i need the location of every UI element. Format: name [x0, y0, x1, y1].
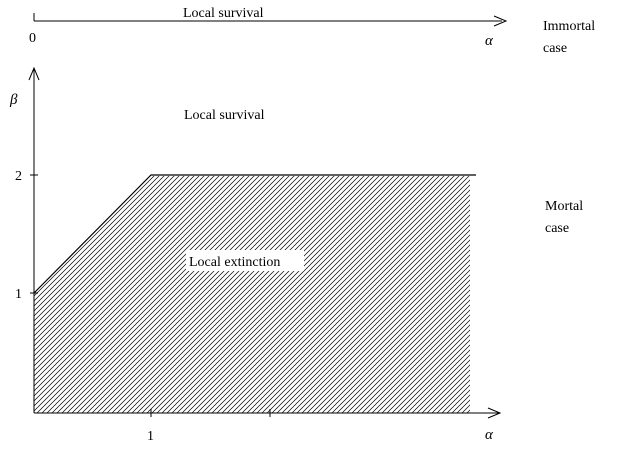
- immortal-alpha-symbol: α: [485, 33, 494, 49]
- immortal-origin-label: 0: [29, 31, 36, 46]
- mortal-case-label-line2: case: [545, 221, 569, 236]
- immortal-panel: Local survival 0 α Immortal case: [29, 6, 595, 56]
- critical-boundary: [33, 174, 476, 294]
- y-tick-label-2: 2: [15, 169, 22, 184]
- extinction-region-label: Local extinction: [189, 255, 280, 270]
- immortal-axis-arrowhead: [493, 15, 508, 27]
- beta-axis-arrowhead: [28, 66, 40, 81]
- survival-region-label: Local survival: [184, 108, 265, 123]
- x-tick-label-1: 1: [147, 429, 154, 444]
- y-tick-label-1: 1: [15, 287, 22, 302]
- mortal-case-label-line1: Mortal: [545, 199, 583, 214]
- mortal-panel: 1 2 1 β α Local survival Local extinctio…: [9, 66, 583, 444]
- extinction-label-backdrop: [186, 250, 304, 271]
- alpha-axis-arrowhead: [487, 407, 502, 419]
- immortal-region-label: Local survival: [183, 6, 264, 21]
- alpha-symbol: α: [485, 427, 494, 443]
- immortal-case-label-line2: case: [543, 41, 567, 56]
- immortal-case-label-line1: Immortal: [543, 19, 595, 34]
- beta-symbol: β: [9, 92, 18, 108]
- extinction-region: [34, 176, 470, 413]
